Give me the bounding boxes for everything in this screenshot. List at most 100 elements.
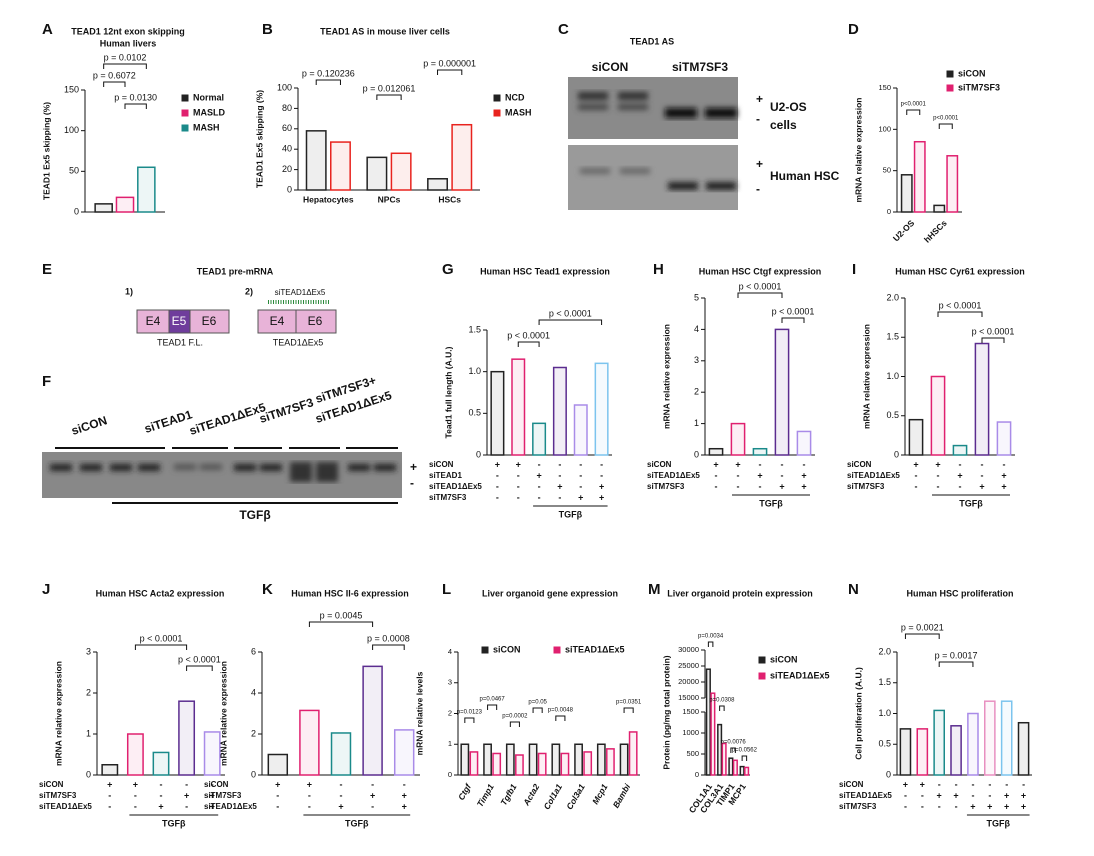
- bar: [537, 752, 547, 776]
- condition-sign: -: [371, 801, 374, 811]
- condition-sign: -: [971, 790, 974, 800]
- bar: [619, 743, 629, 776]
- annotation: p < 0.0001: [739, 281, 782, 291]
- gel: [42, 452, 402, 498]
- condition-name: siTM7SF3: [839, 802, 877, 811]
- caption: TEAD1ΔEx5: [273, 337, 324, 347]
- annotation: p<0.0001: [901, 102, 927, 108]
- lane-label: siTM7SF3: [258, 395, 316, 426]
- bar: [115, 196, 135, 213]
- y-tick-label: 2.0: [886, 292, 899, 302]
- bar: [299, 709, 320, 776]
- condition-sign: -: [371, 779, 374, 789]
- condition-sign: +: [735, 459, 740, 469]
- y-tick-label: 2: [694, 387, 699, 397]
- condition-name: siCON: [204, 780, 229, 789]
- bands: [578, 92, 737, 118]
- annotation: p = 0.0021: [901, 622, 944, 632]
- condition-sign: -: [108, 801, 111, 811]
- annotation: p = 0.0017: [935, 650, 978, 660]
- bar: [952, 444, 968, 456]
- x-tick-label: hHSCs: [922, 218, 949, 245]
- y-tick-label: 20000: [678, 677, 699, 686]
- x-tick-label: Col1a1: [541, 782, 564, 811]
- y-tick-label: 30000: [678, 645, 699, 654]
- legend-label: siTM7SF3: [958, 82, 1000, 92]
- annotation: p<0.0001: [933, 116, 959, 122]
- bracket: [555, 715, 566, 721]
- condition-sign: -: [496, 481, 499, 491]
- condition-sign: -: [517, 492, 520, 502]
- condition-sign: -: [1003, 459, 1006, 469]
- exon: E4: [270, 314, 285, 328]
- bar: [469, 751, 479, 776]
- condition-sign: +: [210, 790, 215, 800]
- condition-sign: +: [935, 459, 940, 469]
- x-tick-label: Tgfb1: [498, 782, 518, 807]
- bar: [137, 166, 156, 213]
- annotation: p = 0.0045: [320, 610, 363, 620]
- y-axis-label: mRNA relative expression: [53, 661, 63, 766]
- y-tick-label: 100: [878, 124, 891, 133]
- bracket: [538, 319, 603, 325]
- bar: [730, 422, 746, 456]
- bar: [996, 421, 1012, 456]
- y-tick-label: 100: [64, 125, 79, 135]
- y-tick-label: 2.0: [878, 646, 891, 656]
- condition-sign: -: [921, 801, 924, 811]
- chart-title: Human HSC Cyr61 expression: [895, 266, 1025, 276]
- condition-sign: -: [959, 481, 962, 491]
- x-tick-label: Col3a1: [564, 782, 587, 811]
- bands: [50, 462, 396, 482]
- condition-sign: +: [158, 801, 163, 811]
- condition-sign: -: [600, 459, 603, 469]
- y-tick-label: 1.0: [878, 708, 891, 718]
- y-tick-label: 150: [878, 83, 891, 92]
- panel-letter: B: [262, 21, 273, 38]
- condition-sign: -: [579, 470, 582, 480]
- y-tick-label: 1000: [682, 728, 699, 737]
- legend-label: MASH: [505, 107, 532, 117]
- annotation: p=0.0034: [698, 634, 724, 640]
- condition-sign: -: [308, 801, 311, 811]
- condition-sign: +: [957, 470, 962, 480]
- condition-sign: -: [759, 459, 762, 469]
- condition-sign: +: [801, 481, 806, 491]
- bar: [152, 751, 170, 776]
- annotation: p < 0.0001: [772, 306, 815, 316]
- lane-label: siCON: [70, 413, 109, 438]
- condition-sign: -: [959, 459, 962, 469]
- annotation: p=0.0467: [480, 697, 506, 703]
- condition-sign: -: [988, 779, 991, 789]
- panel-letter: M: [648, 581, 661, 598]
- condition-sign: +: [133, 779, 138, 789]
- bar: [1000, 700, 1013, 776]
- group-label: TGFβ: [759, 498, 783, 508]
- y-axis-label: mRNA relative levels: [414, 671, 424, 755]
- lane-label: siTM7SF3: [672, 60, 728, 74]
- condition-sign: -: [558, 470, 561, 480]
- y-tick-label: 1.5: [468, 324, 481, 334]
- plus: +: [756, 157, 763, 171]
- condition-sign: +: [338, 801, 343, 811]
- bar: [974, 342, 990, 456]
- x-tick-label: Mcp1: [590, 782, 610, 806]
- y-tick-label: 500: [686, 749, 699, 758]
- condition-sign: -: [955, 779, 958, 789]
- legend-swatch: [946, 70, 954, 78]
- bracket: [437, 69, 463, 75]
- condition-name: siTEAD1ΔEx5: [204, 802, 257, 811]
- bracket: [315, 79, 341, 85]
- condition-sign: -: [938, 801, 941, 811]
- bar: [710, 692, 716, 776]
- annotation: p = 0.012061: [363, 83, 416, 93]
- annotation: p=0.0308: [709, 698, 735, 704]
- y-axis-label: mRNA relative expression: [661, 324, 671, 429]
- bracket: [134, 644, 188, 650]
- condition-sign: -: [160, 790, 163, 800]
- cells-label: U2-OS: [770, 100, 807, 114]
- condition-sign: -: [340, 790, 343, 800]
- annotation: p=0.0048: [548, 708, 574, 714]
- group-label: TGFβ: [987, 818, 1011, 828]
- bracket: [509, 721, 520, 727]
